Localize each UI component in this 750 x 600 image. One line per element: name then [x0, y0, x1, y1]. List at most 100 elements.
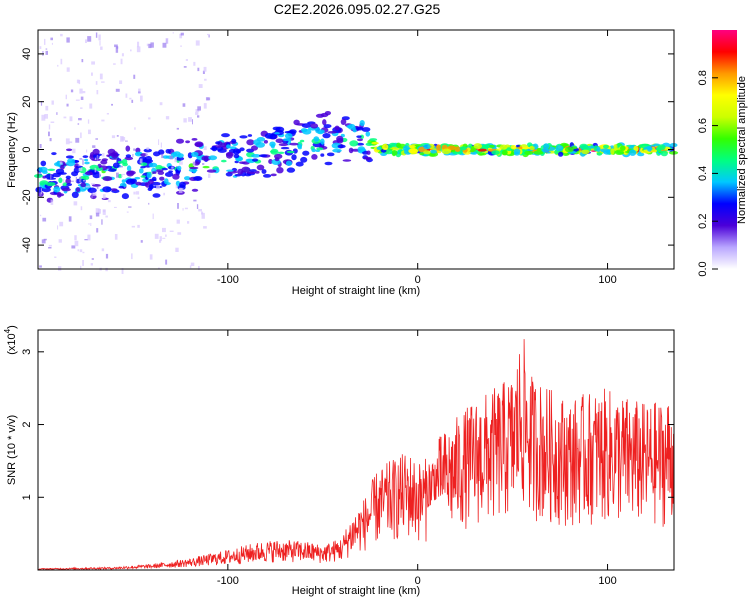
spectrogram-cell: [369, 138, 378, 142]
spectrogram-cell: [117, 160, 124, 164]
spectrogram-noise-cell: [169, 155, 173, 160]
spectrogram-noise-cell: [148, 117, 151, 120]
spectrogram-noise-cell: [80, 132, 82, 139]
spectrogram-cell: [389, 142, 397, 147]
spectrogram-noise-cell: [121, 174, 123, 178]
spectrogram-noise-cell: [51, 100, 54, 105]
spectrogram-noise-cell: [87, 234, 91, 241]
spectrogram-noise-cell: [90, 222, 92, 226]
snr-multiplier: (x104): [3, 325, 18, 355]
spectrogram-cell: [513, 148, 521, 154]
spectrogram-cell: [510, 145, 517, 150]
spectrogram-noise-cell: [138, 88, 141, 94]
spectrogram-cell: [408, 148, 419, 154]
spectrogram-cell: [53, 186, 61, 193]
spectrogram-noise-cell: [174, 156, 177, 163]
spectrogram-noise-cell: [195, 40, 200, 46]
spectrogram-cell: [311, 148, 317, 153]
snr-y-tick-label: 3: [21, 349, 33, 355]
spectrogram-cell: [277, 151, 285, 154]
snr-y-label: SNR (10 * v/v): [6, 415, 18, 485]
spectrogram-noise-cell: [150, 42, 154, 48]
spectrogram-cell: [282, 138, 292, 142]
spectrogram-cell: [71, 191, 79, 198]
spectrogram-noise-cell: [39, 265, 42, 268]
spectrogram-cell: [245, 158, 254, 162]
spectrogram-cell: [596, 152, 603, 156]
spectrogram-cell: [555, 145, 564, 152]
spectrogram-noise-cell: [79, 249, 83, 253]
spectrogram-noise-cell: [185, 59, 188, 61]
spectrogram-noise-cell: [101, 81, 105, 83]
spectrogram-noise-cell: [119, 80, 123, 84]
spectrogram-cell: [140, 166, 146, 169]
snr-y-ticks: 1 2 3: [21, 349, 674, 500]
spectrogram-noise-cell: [175, 247, 179, 252]
spectrogram-noise-cell: [50, 174, 52, 180]
spectrogram-noise-cell: [75, 99, 80, 101]
spectrogram-cell: [600, 148, 611, 153]
spectrogram-noise-cell: [69, 116, 73, 122]
spectrogram-noise-cell: [126, 211, 129, 213]
spectrogram-cell: [61, 187, 71, 192]
spectrogram-cell: [45, 173, 55, 179]
spectrogram-noise-cell: [114, 234, 118, 240]
spectrogram-cell: [342, 159, 352, 162]
spectrogram-noise-cell: [58, 239, 62, 243]
spectrogram-cell: [147, 180, 154, 185]
spectrogram-noise-cell: [148, 202, 150, 205]
spectrogram-cell: [226, 169, 234, 172]
spectrogram-cell: [125, 145, 131, 152]
spectrogram-cell: [143, 148, 152, 153]
spectrogram-noise-cell: [95, 32, 98, 38]
colorbar-tick-label: 0.8: [697, 70, 709, 85]
spectrogram-noise-cell: [89, 215, 93, 220]
spectrogram-cell: [310, 123, 319, 129]
spectrogram-cell: [121, 193, 129, 200]
spectrogram-cell: [349, 140, 359, 147]
spectrogram-cell: [254, 170, 260, 174]
spectrogram-noise-cell: [58, 266, 62, 271]
spectrogram-noise-cell: [120, 58, 123, 65]
spectrogram-noise-cell: [44, 114, 48, 119]
colorbar-label: Normalized spectral amplitude: [736, 76, 748, 224]
spectrogram-noise-cell: [77, 163, 80, 167]
spectrogram-noise-cell: [51, 42, 53, 45]
spectrogram-noise-cell: [94, 167, 97, 173]
spectrogram-cell: [359, 120, 365, 127]
spectrogram-noise-cell: [80, 96, 84, 100]
spectrogram-noise-cell: [182, 208, 184, 211]
spectrogram-noise-cell: [201, 211, 204, 215]
spectrogram-cell: [275, 138, 284, 144]
spectrogram-noise-cell: [169, 230, 174, 232]
snr-x-tick-label: 100: [598, 575, 616, 587]
spectrogram-cell: [84, 158, 89, 162]
spectrogram-noise-cell: [187, 221, 190, 224]
spectrogram-cell: [452, 151, 462, 155]
spectrogram-noise-cell: [193, 61, 196, 66]
spectrogram-noise-cell: [116, 135, 119, 137]
spectrogram-y-label: Frequency (Hz): [6, 112, 18, 188]
snr-multiplier-base: (x10: [6, 333, 18, 354]
spectrogram-cell: [359, 134, 364, 139]
spectrogram-noise-cell: [85, 185, 90, 188]
spectrogram-cell: [320, 112, 329, 118]
spectrogram-cell: [58, 177, 63, 184]
spectrogram-cell: [391, 150, 398, 156]
spectrogram-cell: [193, 176, 203, 181]
spectrogram-cell: [268, 159, 273, 164]
spectrogram-cell: [144, 155, 152, 163]
spectrogram-noise-cell: [208, 34, 210, 38]
spectrogram-noise-cell: [80, 206, 83, 211]
snr-series-line: [37, 339, 675, 571]
spectrogram-noise-cell: [115, 88, 120, 92]
spectrogram-cell: [336, 135, 344, 143]
spectrogram-noise-cell: [41, 114, 46, 121]
spectrogram-cell: [51, 152, 57, 156]
spectrogram-noise-cell: [102, 209, 106, 213]
spectrogram-cell: [366, 150, 371, 155]
spectrogram-noise-cell: [183, 118, 187, 123]
spectrogram-cell: [256, 164, 265, 171]
spectrogram-noise-cell: [203, 66, 207, 72]
spectrogram-noise-cell: [131, 225, 135, 228]
